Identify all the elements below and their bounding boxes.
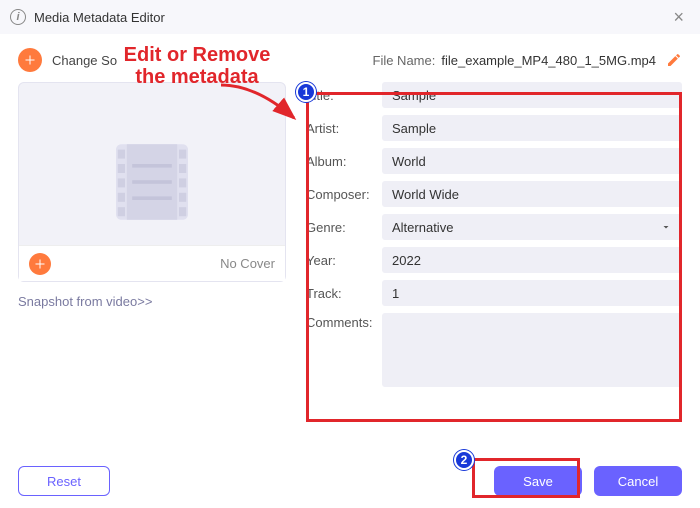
artist-label: Artist:: [306, 121, 382, 136]
save-button[interactable]: Save: [494, 466, 582, 496]
change-source-button[interactable]: [18, 48, 42, 72]
track-label: Track:: [306, 286, 382, 301]
cover-preview: No Cover: [18, 82, 286, 282]
add-cover-button[interactable]: [29, 253, 51, 275]
cancel-button[interactable]: Cancel: [594, 466, 682, 496]
genre-select[interactable]: Alternative: [382, 214, 682, 240]
year-input[interactable]: [382, 247, 682, 273]
comments-input[interactable]: [382, 313, 682, 387]
close-icon[interactable]: ×: [667, 7, 690, 28]
film-placeholder-icon: [107, 137, 197, 227]
comments-label: Comments:: [306, 313, 382, 330]
genre-label: Genre:: [306, 220, 382, 235]
reset-button[interactable]: Reset: [18, 466, 110, 496]
titlebar: i Media Metadata Editor ×: [0, 0, 700, 34]
footer: Reset Save Cancel: [18, 466, 682, 496]
edit-filename-icon[interactable]: [666, 52, 682, 68]
info-icon: i: [10, 9, 26, 25]
title-input[interactable]: [382, 82, 682, 108]
window-title: Media Metadata Editor: [34, 10, 165, 25]
top-row: Change So File Name: file_example_MP4_48…: [18, 48, 682, 72]
file-name-value: file_example_MP4_480_1_5MG.mp4: [441, 53, 656, 68]
album-label: Album:: [306, 154, 382, 169]
plus-icon: [34, 258, 46, 270]
change-source-label: Change So: [52, 53, 117, 68]
year-label: Year:: [306, 253, 382, 268]
no-cover-label: No Cover: [220, 256, 275, 271]
fields-column: Title: Artist: Album: Composer: Genre:: [306, 82, 682, 394]
cover-bar: No Cover: [19, 245, 285, 281]
artist-input[interactable]: [382, 115, 682, 141]
genre-value: Alternative: [392, 220, 453, 235]
cover-column: No Cover Snapshot from video>>: [18, 82, 286, 394]
composer-label: Composer:: [306, 187, 382, 202]
chevron-down-icon: [660, 221, 672, 233]
composer-input[interactable]: [382, 181, 682, 207]
content: Change So File Name: file_example_MP4_48…: [0, 34, 700, 394]
track-input[interactable]: [382, 280, 682, 306]
plus-icon: [24, 54, 36, 66]
snapshot-link[interactable]: Snapshot from video>>: [18, 294, 286, 309]
title-label: Title:: [306, 88, 382, 103]
album-input[interactable]: [382, 148, 682, 174]
file-name-label: File Name:: [373, 53, 436, 68]
